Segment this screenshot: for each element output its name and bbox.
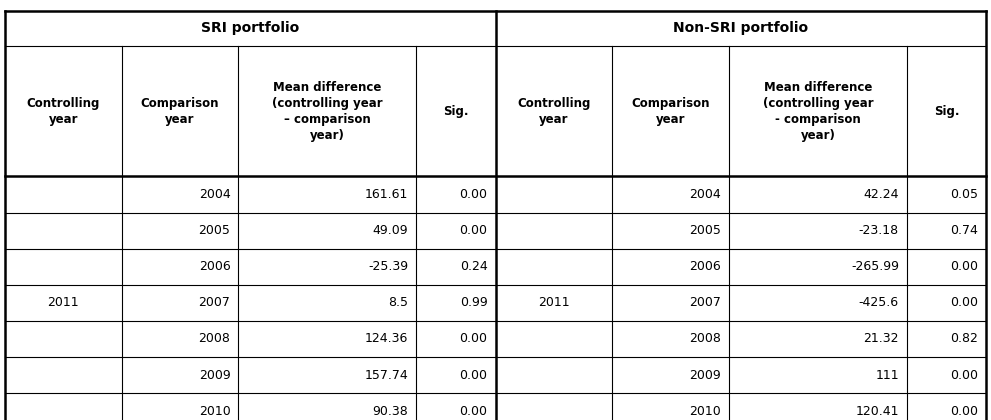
Text: 2004: 2004 [198, 188, 231, 201]
Text: 111: 111 [875, 369, 899, 381]
Text: Sig.: Sig. [443, 105, 469, 118]
Text: 0.00: 0.00 [460, 188, 488, 201]
Text: 2008: 2008 [689, 333, 721, 345]
Text: Sig.: Sig. [934, 105, 959, 118]
Text: 2008: 2008 [198, 333, 231, 345]
Text: Mean difference
(controlling year
- comparison
year): Mean difference (controlling year - comp… [763, 81, 873, 142]
Text: 2010: 2010 [198, 405, 231, 417]
Text: 49.09: 49.09 [373, 224, 408, 237]
Text: 2009: 2009 [689, 369, 721, 381]
Text: 8.5: 8.5 [388, 297, 408, 309]
Text: 161.61: 161.61 [365, 188, 408, 201]
Text: Non-SRI portfolio: Non-SRI portfolio [673, 21, 809, 35]
Text: 2005: 2005 [198, 224, 231, 237]
Text: 2006: 2006 [198, 260, 231, 273]
Text: 2011: 2011 [48, 297, 79, 309]
Text: 0.00: 0.00 [950, 369, 978, 381]
Text: 2005: 2005 [689, 224, 721, 237]
Text: -25.39: -25.39 [369, 260, 408, 273]
Text: 21.32: 21.32 [863, 333, 899, 345]
Text: 0.82: 0.82 [950, 333, 978, 345]
Text: -23.18: -23.18 [859, 224, 899, 237]
Text: 0.00: 0.00 [950, 297, 978, 309]
Text: Controlling
year: Controlling year [27, 97, 100, 126]
Text: Comparison
year: Comparison year [631, 97, 710, 126]
Text: 0.24: 0.24 [460, 260, 488, 273]
Text: 2009: 2009 [198, 369, 231, 381]
Text: 0.00: 0.00 [950, 260, 978, 273]
Text: 0.00: 0.00 [460, 224, 488, 237]
Text: 120.41: 120.41 [855, 405, 899, 417]
Text: Comparison
year: Comparison year [141, 97, 219, 126]
Text: 0.00: 0.00 [950, 405, 978, 417]
Text: SRI portfolio: SRI portfolio [201, 21, 299, 35]
Text: 0.00: 0.00 [460, 405, 488, 417]
Text: 0.74: 0.74 [950, 224, 978, 237]
Text: 124.36: 124.36 [365, 333, 408, 345]
Text: 2004: 2004 [689, 188, 721, 201]
Text: 0.99: 0.99 [460, 297, 488, 309]
Text: -265.99: -265.99 [851, 260, 899, 273]
Text: 157.74: 157.74 [365, 369, 408, 381]
Text: Mean difference
(controlling year
– comparison
year): Mean difference (controlling year – comp… [273, 81, 383, 142]
Text: -425.6: -425.6 [859, 297, 899, 309]
Text: 0.00: 0.00 [460, 369, 488, 381]
Text: 2010: 2010 [689, 405, 721, 417]
Text: Controlling
year: Controlling year [517, 97, 591, 126]
Text: 2007: 2007 [689, 297, 721, 309]
Text: 2006: 2006 [689, 260, 721, 273]
Text: 2011: 2011 [538, 297, 570, 309]
Text: 0.05: 0.05 [950, 188, 978, 201]
Text: 2007: 2007 [198, 297, 231, 309]
Text: 90.38: 90.38 [373, 405, 408, 417]
Text: 0.00: 0.00 [460, 333, 488, 345]
Text: 42.24: 42.24 [863, 188, 899, 201]
